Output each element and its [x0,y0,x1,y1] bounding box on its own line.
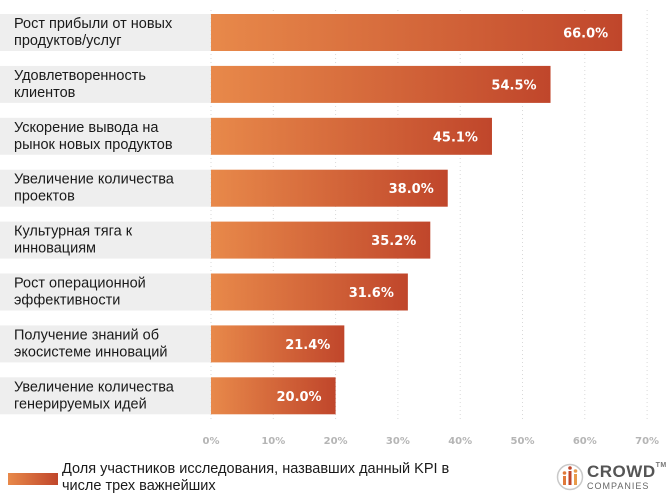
category-label: проектов [14,189,75,205]
legend-text-line-1: Доля участников исследования, назвавших … [62,461,450,477]
bar [211,325,345,363]
category-label: эффективности [14,293,120,309]
category-label: рынок новых продуктов [14,137,173,153]
value-label: 45.1% [433,130,478,145]
category-label: продуктов/услуг [14,33,122,49]
category-label: экосистеме инноваций [14,344,167,360]
logo-trademark: TM [655,462,666,469]
category-label: Удовлетворенность [14,68,146,84]
category-label: клиентов [14,85,76,101]
category-band [0,273,211,311]
category-label: Ускорение вывода на [14,120,159,136]
category-band [0,325,211,363]
category-label: инновациям [14,241,96,257]
crowd-companies-logo: CROWDTM COMPANIES [556,462,666,496]
value-label: 35.2% [371,234,416,249]
value-label: 21.4% [285,338,330,353]
x-tick-label: 40% [448,436,472,447]
x-tick-label: 50% [511,436,535,447]
category-label: Получение знаний об [14,327,159,343]
category-band [0,65,211,103]
category-band [0,221,211,259]
legend-text: Доля участников исследования, назвавших … [62,461,532,495]
category-label: Увеличение количества [14,379,175,395]
legend-text-line-2: числе трех важнейших [62,478,216,494]
bar [211,14,623,51]
x-tick-label: 70% [635,436,659,447]
value-label: 31.6% [349,286,394,301]
x-tick-label: 0% [203,436,220,447]
bar [211,377,336,415]
bar [211,169,448,207]
x-tick-label: 60% [573,436,597,447]
category-band [0,169,211,207]
x-tick-label: 20% [324,436,348,447]
value-label: 54.5% [491,78,536,93]
legend-swatch [8,473,58,485]
bar [211,117,492,155]
logo-subtitle: COMPANIES [587,481,650,491]
category-label: Увеличение количества [14,172,175,188]
x-tick-label: 10% [261,436,285,447]
category-band [0,14,211,51]
bar [211,221,431,259]
category-label: генерируемых идей [14,396,147,412]
value-label: 38.0% [389,182,434,197]
category-label: Рост прибыли от новых [14,16,173,32]
category-band [0,377,211,415]
bar [211,273,408,311]
category-label: Культурная тяга к [14,224,133,240]
legend: Доля участников исследования, назвавших … [8,461,528,499]
crowd-logo-icon [556,463,584,491]
logo-title: CROWDTM [587,462,666,481]
bar [211,65,551,103]
category-label: Рост операционной [14,276,146,292]
value-label: 66.0% [563,27,608,42]
value-label: 20.0% [276,390,321,405]
x-tick-label: 30% [386,436,410,447]
category-band [0,117,211,155]
